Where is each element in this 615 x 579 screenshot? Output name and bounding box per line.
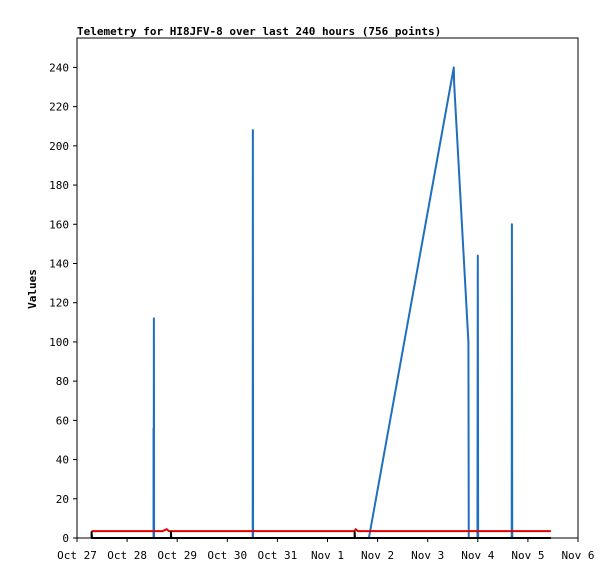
y-tick-label: 0 — [62, 532, 69, 545]
y-tick-label: 20 — [56, 493, 69, 506]
x-tick-label: Oct 31 — [258, 549, 298, 562]
x-tick-label: Nov 1 — [311, 549, 344, 562]
x-tick-label: Oct 28 — [107, 549, 147, 562]
x-tick-label: Nov 3 — [411, 549, 444, 562]
y-tick-label: 120 — [49, 297, 69, 310]
y-axis: 0 20 40 60 80 100 120 140 160 180 200 220 240 — [49, 61, 77, 545]
x-tick-label: Oct 29 — [157, 549, 197, 562]
series-line-2 — [91, 528, 551, 533]
y-axis-title-group: Values — [26, 269, 39, 309]
x-tick-label: Oct 27 — [57, 549, 97, 562]
series-line-1 — [152, 66, 514, 539]
y-tick-label: 220 — [49, 101, 69, 114]
y-tick-label: 200 — [49, 140, 69, 153]
y-tick-label: 180 — [49, 179, 69, 192]
y-tick-label: 80 — [56, 375, 69, 388]
y-tick-label: 160 — [49, 218, 69, 231]
plot-frame — [76, 37, 579, 539]
chart-title: Telemetry for HI8JFV-8 over last 240 hou… — [77, 25, 441, 38]
x-tick-label: Nov 4 — [461, 549, 494, 562]
y-tick-label: 140 — [49, 257, 69, 270]
y-tick-label: 240 — [49, 61, 69, 74]
y-tick-label: 60 — [56, 414, 69, 427]
x-tick-label: Oct 30 — [207, 549, 247, 562]
x-axis: Oct 27 Oct 28 Oct 29 Oct 30 Oct 31 Nov 1 Nov 2… — [57, 538, 595, 562]
series-layer — [90, 66, 551, 539]
y-tick-label: 100 — [49, 336, 69, 349]
y-tick-label: 40 — [56, 454, 69, 467]
series-line-3 — [90, 531, 551, 539]
y-axis-title: Values — [26, 269, 39, 309]
x-tick-label: Nov 2 — [361, 549, 394, 562]
x-tick-label: Nov 6 — [561, 549, 594, 562]
x-tick-label: Nov 5 — [511, 549, 544, 562]
